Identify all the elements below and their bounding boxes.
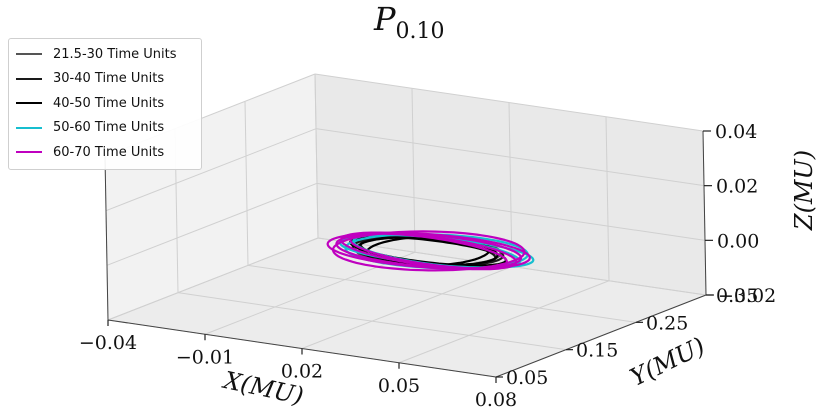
axis-edges — [104, 130, 714, 383]
orbit-loop-series-3 — [349, 235, 507, 267]
y-tick-label: 0.05 — [506, 367, 548, 389]
y-tick-label: 0.25 — [646, 312, 688, 334]
z-tick-label: 0.00 — [717, 230, 759, 252]
chart-title-subscript: 0.10 — [396, 19, 445, 44]
legend-swatch — [16, 77, 42, 80]
z-axis-line — [702, 130, 707, 296]
pane-edge — [104, 155, 109, 321]
grid-line — [314, 73, 319, 239]
z-axis-label: Z(MU) — [790, 150, 818, 231]
legend-label: 40-50 Time Units — [53, 95, 165, 111]
legend-item: 50-60 Time Units — [9, 116, 201, 141]
orbit-loop-series-5 — [335, 232, 523, 270]
grid-line — [105, 128, 317, 212]
grid-line — [177, 292, 567, 351]
x-tick-label: −0.01 — [176, 346, 234, 368]
y-axis-line — [495, 294, 707, 378]
legend-item: 60-70 Time Units — [9, 140, 201, 165]
legend-item: 21.5-30 Time Units — [9, 42, 201, 67]
legend: 21.5-30 Time Units 30-40 Time Units 40-50 … — [8, 38, 202, 170]
grid-line — [107, 237, 319, 321]
grid-line — [204, 251, 416, 335]
legend-label: 30-40 Time Units — [53, 71, 165, 87]
z-tick-label: 0.04 — [715, 121, 757, 143]
tick-labels: −0.04−0.010.020.050.080.050.150.250.35−0… — [79, 121, 776, 411]
x-tick-label: 0.02 — [281, 361, 323, 383]
y-tick-label: 0.35 — [716, 285, 758, 307]
z-tick-label: 0.02 — [716, 176, 758, 198]
legend-item: 40-50 Time Units — [9, 91, 201, 116]
orbit-series — [326, 230, 535, 272]
grid-line — [411, 88, 416, 253]
x-tick-label: 0.05 — [378, 375, 420, 397]
legend-swatch — [16, 102, 42, 105]
legend-label: 50-60 Time Units — [53, 120, 165, 136]
grid-line — [301, 266, 513, 349]
grid-line — [247, 264, 637, 323]
grid-line — [315, 128, 705, 187]
legend-swatch — [16, 151, 42, 154]
z-tick-label: −0.02 — [718, 285, 776, 307]
legend-item: 30-40 Time Units — [9, 67, 201, 92]
grid-line — [106, 182, 318, 266]
x-tick-label: 0.08 — [475, 389, 517, 411]
y-axis-label: Y(MU) — [626, 332, 710, 392]
y-tick-label: 0.15 — [576, 340, 618, 362]
grid-line — [316, 182, 706, 241]
grid-line — [605, 116, 610, 281]
chart-title-main: P — [373, 0, 396, 38]
legend-swatch — [16, 53, 42, 56]
grid-line — [244, 101, 249, 266]
legend-swatch — [16, 126, 42, 129]
x-tick-label: −0.04 — [79, 332, 137, 354]
chart-title: P0.10 — [373, 0, 445, 44]
legend-label: 60-70 Time Units — [53, 144, 165, 160]
grid-line — [508, 102, 513, 267]
legend-label: 21.5-30 Time Units — [53, 46, 177, 62]
grid-line — [398, 280, 610, 364]
grid-line — [314, 73, 704, 132]
